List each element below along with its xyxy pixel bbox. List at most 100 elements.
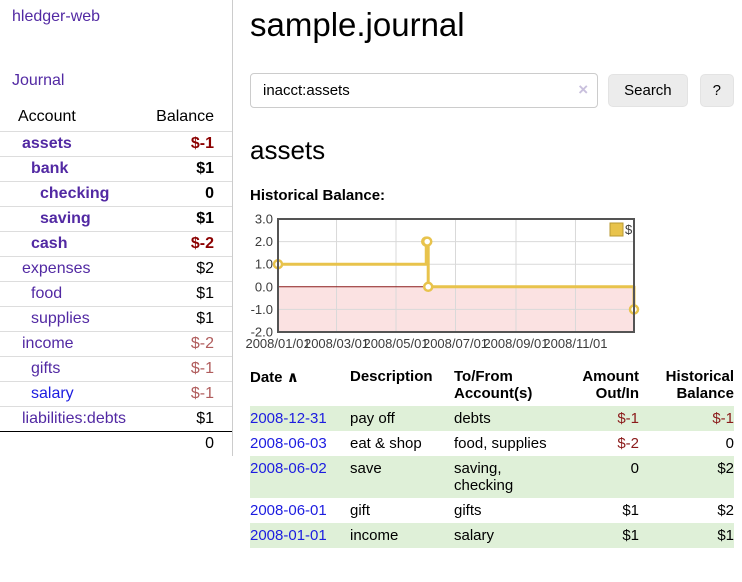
account-balance: $2 bbox=[196, 260, 214, 277]
svg-text:2008/11/01: 2008/11/01 bbox=[543, 336, 607, 351]
account-balance: $1 bbox=[196, 410, 214, 427]
search-input[interactable] bbox=[250, 72, 599, 108]
register-row: 2008-06-02 save saving, checking 0 $2 bbox=[250, 455, 734, 498]
transaction-description: income bbox=[350, 526, 399, 544]
account-link-liabilities-debts[interactable]: liabilities:debts bbox=[22, 410, 127, 427]
sidebar: hledger-web Journal Account Balance asse… bbox=[0, 0, 233, 456]
transaction-balance: $-1 bbox=[712, 409, 734, 427]
account-link-bank[interactable]: bank bbox=[31, 160, 69, 177]
account-link-salary[interactable]: salary bbox=[31, 385, 74, 402]
transaction-accounts: food, supplies bbox=[454, 434, 547, 452]
accounts-header-account: Account bbox=[18, 108, 76, 125]
register-table: Date ∧ Description To/From Account(s) Am… bbox=[250, 366, 734, 548]
accounts-header-balance: Balance bbox=[156, 108, 214, 125]
svg-text:2008/09/01: 2008/09/01 bbox=[483, 336, 548, 351]
account-balance: $-1 bbox=[190, 135, 214, 152]
transaction-amount: $1 bbox=[622, 526, 639, 544]
register-header-row: Date ∧ Description To/From Account(s) Am… bbox=[250, 366, 734, 406]
account-row: expenses $2 bbox=[0, 256, 232, 281]
main-content: sample.journal × Search ? assets Histori… bbox=[234, 0, 742, 548]
account-heading: assets bbox=[250, 134, 326, 165]
brand-link[interactable]: hledger-web bbox=[12, 8, 101, 25]
register-row: 2008-06-03 eat & shop food, supplies $-2… bbox=[250, 431, 734, 456]
account-link-saving[interactable]: saving bbox=[40, 210, 91, 227]
transaction-date-link[interactable]: 2008-06-03 bbox=[250, 434, 327, 452]
help-button[interactable]: ? bbox=[699, 73, 734, 107]
search-button[interactable]: Search bbox=[608, 73, 688, 107]
svg-text:2008/01/01: 2008/01/01 bbox=[245, 336, 310, 351]
account-row: saving $1 bbox=[0, 206, 232, 231]
account-link-expenses[interactable]: expenses bbox=[22, 260, 91, 277]
transaction-date-link[interactable]: 2008-06-01 bbox=[250, 501, 327, 519]
account-link-food[interactable]: food bbox=[31, 285, 63, 302]
account-balance: 0 bbox=[205, 185, 214, 202]
account-row: assets $-1 bbox=[0, 131, 232, 156]
account-link-gifts[interactable]: gifts bbox=[31, 360, 61, 377]
accounts-table-header: Account Balance bbox=[0, 104, 232, 131]
register-row: 2008-12-31 pay off debts $-1 $-1 bbox=[250, 405, 734, 431]
historical-balance-chart: 2008/01/012008/03/012008/05/012008/07/01… bbox=[245, 211, 640, 351]
account-balance: $1 bbox=[196, 285, 214, 302]
svg-text:3.0: 3.0 bbox=[255, 211, 273, 226]
transaction-balance: $1 bbox=[717, 526, 734, 544]
account-link-assets[interactable]: assets bbox=[22, 135, 72, 152]
account-link-income[interactable]: income bbox=[22, 335, 74, 352]
svg-text:-2.0: -2.0 bbox=[251, 324, 273, 339]
transaction-balance: 0 bbox=[725, 434, 734, 452]
transaction-accounts: salary bbox=[454, 526, 495, 544]
transaction-amount: $-2 bbox=[617, 434, 639, 452]
account-balance: $1 bbox=[196, 310, 214, 327]
svg-text:2008/03/01: 2008/03/01 bbox=[304, 336, 369, 351]
account-balance: $-1 bbox=[190, 385, 214, 402]
register-row: 2008-06-01 gift gifts $1 $2 bbox=[250, 498, 734, 523]
svg-text:1.0: 1.0 bbox=[255, 257, 273, 272]
transaction-balance: $2 bbox=[717, 459, 734, 477]
account-row: salary $-1 bbox=[0, 381, 232, 406]
account-balance: $-2 bbox=[190, 335, 214, 352]
transaction-description: pay off bbox=[350, 409, 395, 427]
sort-ascending-icon: ∧ bbox=[286, 368, 299, 386]
search-form: × Search ? bbox=[250, 72, 734, 108]
register-row: 2008-01-01 income salary $1 $1 bbox=[250, 522, 734, 548]
account-row: income $-2 bbox=[0, 331, 232, 356]
account-balance: $1 bbox=[196, 160, 214, 177]
account-link-supplies[interactable]: supplies bbox=[31, 310, 90, 327]
transaction-date-link[interactable]: 2008-01-01 bbox=[250, 526, 327, 544]
transaction-accounts: saving, checking bbox=[454, 459, 514, 494]
register-header-date-label: Date bbox=[250, 368, 283, 386]
transaction-description: gift bbox=[350, 501, 371, 519]
transaction-amount: $-1 bbox=[617, 409, 639, 427]
svg-text:2008/05/01: 2008/05/01 bbox=[363, 336, 428, 351]
account-balance: $1 bbox=[196, 210, 214, 227]
svg-text:-1.0: -1.0 bbox=[251, 302, 273, 317]
register-header-balance: Historical Balance bbox=[665, 367, 734, 402]
svg-text:0.0: 0.0 bbox=[255, 279, 273, 294]
accounts-table: Account Balance assets $-1 bank $1 check… bbox=[0, 104, 232, 456]
register-header-description: Description bbox=[350, 367, 433, 385]
transaction-date-link[interactable]: 2008-12-31 bbox=[250, 409, 327, 427]
transaction-date-link[interactable]: 2008-06-02 bbox=[250, 459, 327, 477]
transaction-amount: $1 bbox=[622, 501, 639, 519]
sidebar-item-journal[interactable]: Journal bbox=[12, 72, 65, 89]
register-header-amount: Amount Out/In bbox=[582, 367, 639, 402]
account-row: checking 0 bbox=[0, 181, 232, 206]
svg-text:2008/07/01: 2008/07/01 bbox=[423, 336, 488, 351]
account-link-cash[interactable]: cash bbox=[31, 235, 68, 252]
transaction-balance: $2 bbox=[717, 501, 734, 519]
account-link-checking[interactable]: checking bbox=[40, 185, 110, 202]
account-balance: $-2 bbox=[190, 235, 214, 252]
register-header-date[interactable]: Date ∧ bbox=[250, 366, 350, 406]
account-row: gifts $-1 bbox=[0, 356, 232, 381]
register-header-accounts: To/From Account(s) bbox=[454, 367, 533, 402]
transaction-accounts: debts bbox=[454, 409, 491, 427]
account-row: cash $-2 bbox=[0, 231, 232, 256]
svg-text:2.0: 2.0 bbox=[255, 234, 273, 249]
account-row: supplies $1 bbox=[0, 306, 232, 331]
accounts-total-value: 0 bbox=[205, 435, 214, 452]
transaction-accounts: gifts bbox=[454, 501, 482, 519]
clear-search-icon[interactable]: × bbox=[578, 79, 589, 99]
account-row: bank $1 bbox=[0, 156, 232, 181]
account-row: liabilities:debts $1 bbox=[0, 406, 232, 431]
transaction-description: save bbox=[350, 459, 382, 477]
account-row: food $1 bbox=[0, 281, 232, 306]
